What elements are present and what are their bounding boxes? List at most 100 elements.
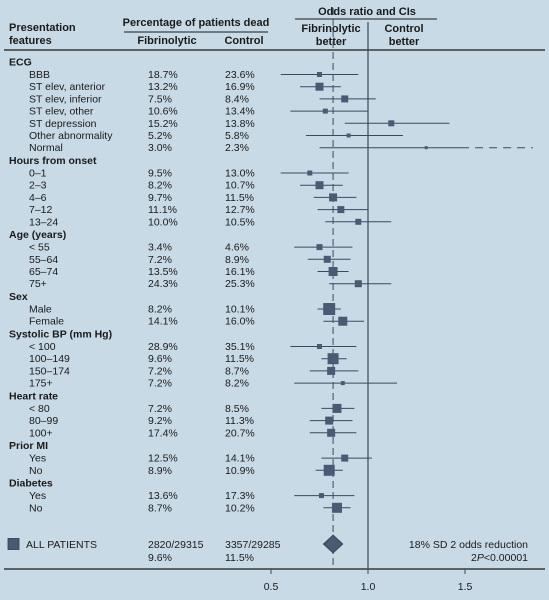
row-fibrinolytic-value: 9.2% xyxy=(148,415,172,427)
row-fibrinolytic-value: 17.4% xyxy=(148,427,178,439)
group-title-7: Diabetes xyxy=(9,478,53,490)
group-title-0: ECG xyxy=(9,57,32,69)
row-fibrinolytic-value: 15.2% xyxy=(148,118,178,130)
x-axis: 0.5 1.0 1.5 xyxy=(264,569,473,593)
row-control-value: 11.3% xyxy=(225,415,254,427)
point-estimate-box xyxy=(325,416,334,425)
row-fibrinolytic-value: 10.0% xyxy=(148,216,178,228)
group-title-6: Prior MI xyxy=(9,440,48,452)
row-label: 13–24 xyxy=(29,216,58,228)
row-label: No xyxy=(29,465,43,477)
group-title-3: Sex xyxy=(9,291,28,303)
row-label: ST elev, inferior xyxy=(29,93,102,105)
row-control-value: 35.1% xyxy=(225,341,255,353)
overall-control-count: 3357/29285 xyxy=(225,539,281,551)
reference-lines xyxy=(332,8,369,569)
header-features-line2: features xyxy=(9,35,52,47)
row-control-value: 8.2% xyxy=(225,378,249,390)
row-label: Male xyxy=(29,304,52,316)
point-estimate-box xyxy=(327,366,336,375)
row-control-value: 10.5% xyxy=(225,216,255,228)
row-control-value: 10.7% xyxy=(225,180,255,192)
header-fibrinolytic-better-1: Fibrinolytic xyxy=(301,23,360,35)
point-estimate-box xyxy=(331,502,342,513)
x-tick-label: 0.5 xyxy=(264,581,279,593)
point-estimate-box xyxy=(307,170,313,176)
header-percentage-title: Percentage of patients dead xyxy=(123,17,270,29)
row-fibrinolytic-value: 9.6% xyxy=(148,353,172,365)
row-fibrinolytic-value: 3.4% xyxy=(148,242,172,254)
row-fibrinolytic-value: 8.2% xyxy=(148,180,172,192)
row-label: Normal xyxy=(29,142,63,154)
point-estimate-box xyxy=(332,403,342,413)
row-fibrinolytic-value: 3.0% xyxy=(148,142,172,154)
row-control-value: 13.4% xyxy=(225,106,255,118)
row-control-value: 23.6% xyxy=(225,69,255,81)
point-estimate-box xyxy=(337,206,345,214)
point-estimate-box xyxy=(341,95,349,103)
row-label: < 80 xyxy=(29,403,50,415)
row-label: 55–64 xyxy=(29,254,58,266)
row-control-value: 25.3% xyxy=(225,278,255,290)
header-odds-ratio-title: Odds ratio and CIs xyxy=(318,6,416,18)
point-estimate-box xyxy=(329,193,338,202)
row-label: BBB xyxy=(29,69,50,81)
overall-note-line1: 18% SD 2 odds reduction xyxy=(409,539,528,551)
row-fibrinolytic-value: 7.2% xyxy=(148,378,172,390)
row-control-value: 10.2% xyxy=(225,502,255,514)
overall-diamond xyxy=(322,534,344,554)
group-title-4: Systolic BP (mm Hg) xyxy=(9,329,112,341)
row-fibrinolytic-value: 8.9% xyxy=(148,465,172,477)
row-control-value: 11.5% xyxy=(225,192,254,204)
overall-label: ALL PATIENTS xyxy=(26,539,97,551)
row-label: 100+ xyxy=(29,427,53,439)
row-control-value: 20.7% xyxy=(225,427,255,439)
row-label: ST elev, other xyxy=(29,106,94,118)
row-fibrinolytic-value: 24.3% xyxy=(148,278,178,290)
header-control-better-2: better xyxy=(389,36,420,48)
row-fibrinolytic-value: 28.9% xyxy=(148,341,178,353)
row-fibrinolytic-value: 18.7% xyxy=(148,69,178,81)
point-estimate-box xyxy=(355,218,362,225)
point-estimate-box xyxy=(315,82,324,91)
overall-note-line2: 2P<0.00001 xyxy=(471,552,528,564)
row-control-value: 13.0% xyxy=(225,168,255,180)
row-control-value: 11.5% xyxy=(225,353,254,365)
row-label: 80–99 xyxy=(29,415,58,427)
point-estimate-box xyxy=(327,353,339,365)
x-tick-label: 1.5 xyxy=(458,581,473,593)
row-label: ST elev, anterior xyxy=(29,81,106,93)
point-estimate-box xyxy=(424,146,428,150)
row-fibrinolytic-value: 8.2% xyxy=(148,304,172,316)
row-control-value: 16.0% xyxy=(225,316,255,328)
point-estimate-box xyxy=(317,344,322,349)
row-fibrinolytic-value: 5.2% xyxy=(148,130,172,142)
row-label: 75+ xyxy=(29,278,47,290)
row-fibrinolytic-value: 12.5% xyxy=(148,453,178,465)
row-fibrinolytic-value: 10.6% xyxy=(148,106,178,118)
point-estimate-box xyxy=(354,280,362,288)
header-features-line1: Presentation xyxy=(9,22,76,34)
row-control-value: 12.7% xyxy=(225,204,255,216)
point-estimate-box xyxy=(323,255,331,263)
point-estimate-box xyxy=(340,381,345,386)
group-title-5: Heart rate xyxy=(9,390,58,402)
point-estimate-box xyxy=(338,316,348,326)
row-label: 100–149 xyxy=(29,353,70,365)
row-fibrinolytic-value: 14.1% xyxy=(148,316,178,328)
overall-fibrinolytic-percent: 9.6% xyxy=(148,552,172,564)
point-estimate-box xyxy=(388,120,395,127)
point-estimate-box xyxy=(318,493,324,499)
row-control-value: 16.1% xyxy=(225,266,255,278)
row-fibrinolytic-value: 9.7% xyxy=(148,192,172,204)
point-estimate-box xyxy=(328,267,338,276)
row-label: < 55 xyxy=(29,242,50,254)
point-estimate-box xyxy=(315,181,324,190)
row-control-value: 13.8% xyxy=(225,118,255,130)
row-fibrinolytic-value: 7.5% xyxy=(148,93,172,105)
row-control-value: 5.8% xyxy=(225,130,249,142)
row-label: < 100 xyxy=(29,341,56,353)
row-fibrinolytic-value: 13.6% xyxy=(148,490,178,502)
row-fibrinolytic-value: 13.2% xyxy=(148,81,178,93)
